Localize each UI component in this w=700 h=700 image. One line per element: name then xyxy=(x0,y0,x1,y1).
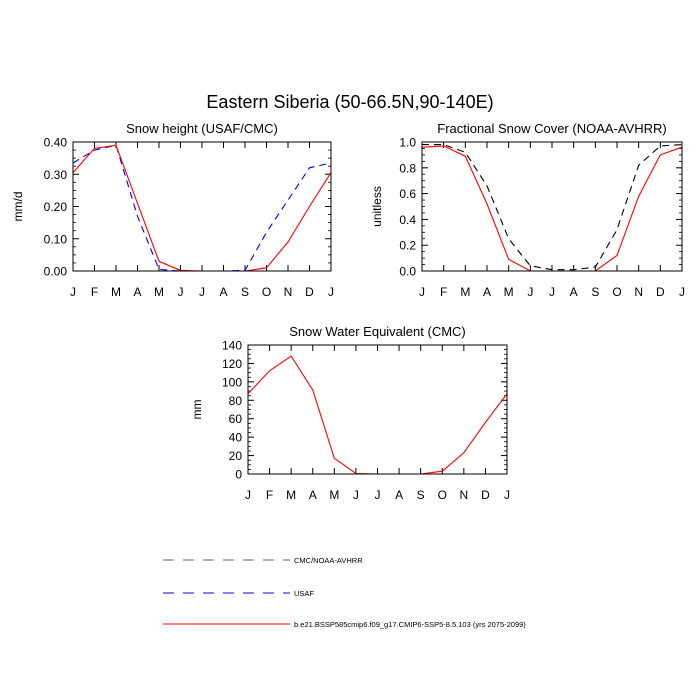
chart-title: Snow height (USAF/CMC) xyxy=(126,121,278,136)
x-tick-label: O xyxy=(262,285,271,299)
y-tick-label: 0.20 xyxy=(44,200,68,214)
x-tick-label: A xyxy=(395,488,403,502)
x-tick-label: S xyxy=(591,285,599,299)
chart-title: Fractional Snow Cover (NOAA-AVHRR) xyxy=(437,121,666,136)
x-tick-label: M xyxy=(154,285,164,299)
y-tick-label: 0.30 xyxy=(44,168,68,182)
series-line-2 xyxy=(247,355,508,475)
x-tick-label: D xyxy=(481,488,490,502)
y-tick-label: 140 xyxy=(222,339,242,353)
y-tick-label: 0.10 xyxy=(44,232,68,246)
x-tick-label: J xyxy=(199,285,205,299)
series-line-3 xyxy=(72,144,332,272)
x-tick-label: D xyxy=(305,285,314,299)
x-tick-label: A xyxy=(483,285,491,299)
y-tick-label: 0.6 xyxy=(399,187,416,201)
y-tick-label: 80 xyxy=(229,394,243,408)
x-tick-label: J xyxy=(245,488,251,502)
x-tick-label: J xyxy=(549,285,555,299)
x-tick-label: F xyxy=(440,285,447,299)
y-tick-label: 40 xyxy=(229,431,243,445)
x-tick-label: F xyxy=(266,488,273,502)
y-axis-label: mm xyxy=(190,400,204,420)
x-tick-label: N xyxy=(459,488,468,502)
y-tick-label: 20 xyxy=(229,449,243,463)
series-line-2 xyxy=(421,145,683,272)
plot-frame xyxy=(247,344,508,475)
x-tick-label: F xyxy=(91,285,98,299)
x-tick-label: O xyxy=(612,285,621,299)
y-tick-label: 0.8 xyxy=(399,161,416,175)
x-tick-label: J xyxy=(70,285,76,299)
y-axis-label: unitless xyxy=(370,186,384,227)
x-tick-label: J xyxy=(375,488,381,502)
y-tick-label: 0.0 xyxy=(399,265,416,279)
legend-item-1: CMC/NOAA-AVHRR xyxy=(163,556,363,565)
legend-item-3: b.e21.BSSP585cmip6.f09_g17.CMIP6-SSP5-8.… xyxy=(163,620,526,629)
y-tick-label: 0.4 xyxy=(399,213,416,227)
y-tick-label: 1.0 xyxy=(399,136,416,150)
x-tick-label: D xyxy=(656,285,665,299)
x-tick-label: J xyxy=(527,285,533,299)
chart-panel-2: Fractional Snow Cover (NOAA-AVHRR) unitle… xyxy=(370,121,685,299)
x-tick-label: J xyxy=(679,285,685,299)
x-tick-label: M xyxy=(111,285,121,299)
chart-panel-3: Snow Water Equivalent (CMC) mm 0 20 40 60 80 10… xyxy=(190,324,510,502)
x-tick-label: M xyxy=(460,285,470,299)
legend-label: b.e21.BSSP585cmip6.f09_g17.CMIP6-SSP5-8.… xyxy=(294,620,526,629)
x-tick-label: A xyxy=(133,285,141,299)
y-tick-label: 0.40 xyxy=(44,136,68,150)
legend-label: USAF xyxy=(294,589,314,598)
y-tick-label: 0 xyxy=(235,468,242,482)
chart-title: Snow Water Equivalent (CMC) xyxy=(289,324,466,339)
x-tick-label: J xyxy=(178,285,184,299)
y-tick-label: 100 xyxy=(222,375,242,389)
y-tick-label: 0.00 xyxy=(44,265,68,279)
x-tick-label: M xyxy=(286,488,296,502)
x-tick-label: S xyxy=(417,488,425,502)
legend-label: CMC/NOAA-AVHRR xyxy=(294,556,363,565)
x-tick-label: J xyxy=(353,488,359,502)
y-axis-label: mm/d xyxy=(11,192,25,222)
x-tick-label: A xyxy=(309,488,317,502)
x-tick-label: S xyxy=(241,285,249,299)
x-tick-label: N xyxy=(634,285,643,299)
y-tick-label: 60 xyxy=(229,412,243,426)
x-tick-label: A xyxy=(219,285,227,299)
legend: CMC/NOAA-AVHRR USAF b.e21.BSSP585cmip6.f09… xyxy=(163,556,526,629)
figure-title: Eastern Siberia (50-66.5N,90-140E) xyxy=(206,92,493,112)
x-tick-label: M xyxy=(329,488,339,502)
series-line-1 xyxy=(422,144,683,271)
x-tick-label: M xyxy=(504,285,514,299)
x-tick-label: N xyxy=(284,285,293,299)
y-tick-label: 120 xyxy=(222,357,242,371)
x-tick-label: A xyxy=(570,285,578,299)
series-line-2 xyxy=(72,144,332,272)
x-tick-label: J xyxy=(419,285,425,299)
legend-item-2: USAF xyxy=(163,589,314,598)
y-tick-label: 0.2 xyxy=(399,239,416,253)
x-tick-label: J xyxy=(328,285,334,299)
x-tick-label: J xyxy=(504,488,510,502)
plot-frame xyxy=(421,141,683,272)
chart-panel-1: Snow height (USAF/CMC) mm/d 0.00 0.10 0.20 0.… xyxy=(11,121,334,299)
x-tick-label: O xyxy=(438,488,447,502)
chart-panels: Snow height (USAF/CMC)mm/d0.000.100.200.… xyxy=(11,121,685,502)
plot-frame xyxy=(72,141,332,272)
